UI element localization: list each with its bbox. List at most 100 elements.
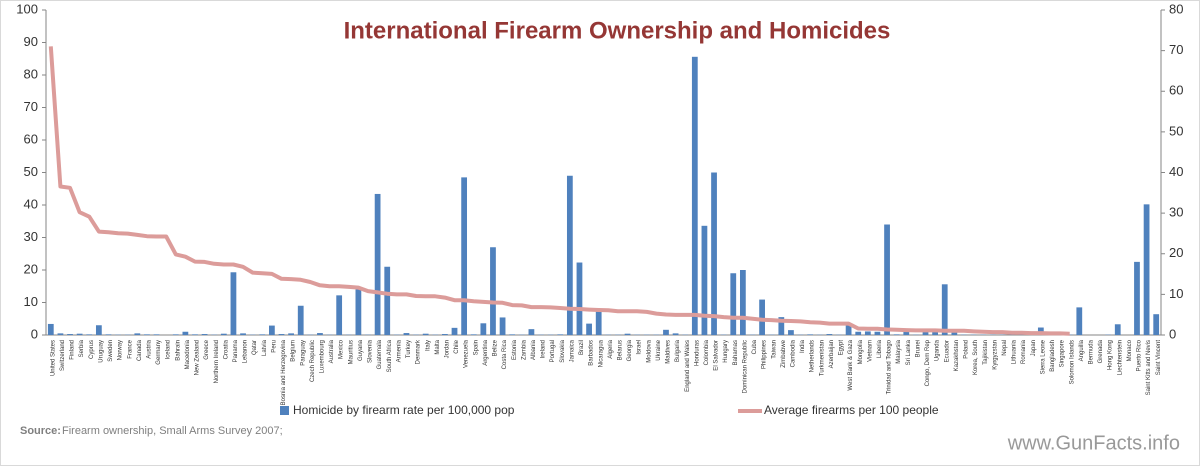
x-tick-label: Canada xyxy=(137,339,143,361)
x-tick-label: Bahamas xyxy=(733,340,739,365)
x-tick-label: Ukraine xyxy=(656,339,662,360)
bar xyxy=(586,323,592,335)
bar xyxy=(691,56,698,336)
x-tick-label: Ireland xyxy=(541,340,547,358)
x-tick-label: Greece xyxy=(204,339,210,359)
x-tick-label: Armenia xyxy=(396,339,402,362)
bar xyxy=(201,334,208,335)
x-tick-label: Japan xyxy=(1031,340,1037,356)
bar xyxy=(76,333,83,335)
x-tick-label: Belarus xyxy=(617,340,623,360)
bar xyxy=(153,334,160,335)
x-tick-label: Cyprus xyxy=(89,340,95,359)
x-tick-label: Mongolia xyxy=(858,339,864,364)
x-tick-label: El Salvador xyxy=(714,340,720,371)
y2-tick-label: 40 xyxy=(1169,164,1183,179)
x-tick-label: Kyrgyzstan xyxy=(992,340,998,370)
x-tick-label: Czech Republic xyxy=(310,340,316,382)
x-tick-label: Iceland xyxy=(166,340,172,359)
x-tick-label: Taiwan xyxy=(771,340,777,359)
x-tick-label: Cuba xyxy=(752,339,758,354)
bar xyxy=(374,193,381,335)
bar xyxy=(855,331,862,335)
bar xyxy=(317,333,323,335)
x-tick-label: Tajikistan xyxy=(983,340,989,365)
bar xyxy=(442,334,448,335)
x-tick-label: Austria xyxy=(147,339,153,358)
bar xyxy=(192,334,198,335)
x-tick-label: Cambodia xyxy=(791,339,797,367)
x-tick-label: France xyxy=(127,339,133,358)
x-tick-label: Liberia xyxy=(877,339,883,358)
x-tick-label: Qatar xyxy=(252,340,258,355)
x-tick-label: Solomon Islands xyxy=(1069,340,1075,384)
x-tick-label: Azerbaijan xyxy=(829,340,835,368)
x-tick-label: Saint Kitts and Nevis xyxy=(1146,340,1152,395)
x-tick-label: Spain xyxy=(473,340,479,355)
x-tick-label: Jamaica xyxy=(569,339,575,362)
x-tick-label: Kazakhstan xyxy=(954,340,960,371)
x-tick-label: Turkey xyxy=(406,340,412,358)
bar xyxy=(663,329,669,335)
x-tick-label: Denmark xyxy=(416,339,422,364)
bar xyxy=(336,295,343,335)
x-tick-label: Lithuania xyxy=(1012,339,1018,364)
bar xyxy=(922,330,929,335)
bar xyxy=(864,331,871,335)
x-tick-label: Sierra Leone xyxy=(1040,339,1046,374)
x-tick-label: Ecuador xyxy=(944,340,950,362)
y2-tick-label: 70 xyxy=(1169,42,1183,57)
x-tick-label: Liechtenstein xyxy=(1117,340,1123,375)
x-tick-label: Australia xyxy=(329,339,335,363)
x-tick-label: Norway xyxy=(118,340,124,360)
x-tick-label: Malaysia xyxy=(896,339,902,363)
bar xyxy=(105,334,112,335)
bar xyxy=(470,334,477,335)
x-tick-label: Mexico xyxy=(339,339,345,359)
bar xyxy=(701,225,708,335)
x-tick-label: England and Wales xyxy=(685,340,691,392)
y-tick-label: 90 xyxy=(24,34,38,49)
y-tick-label: 70 xyxy=(24,99,38,114)
legend-label: Homicide by firearm rate per 100,000 pop xyxy=(293,403,515,417)
x-tick-label: Chile xyxy=(454,339,460,353)
x-tick-label: Philippines xyxy=(762,340,768,369)
x-tick-label: Guyana xyxy=(358,339,364,361)
x-tick-label: West Bank & Gaza xyxy=(848,339,854,390)
bar xyxy=(297,305,304,335)
x-tick-label: Bahrain xyxy=(175,340,181,361)
bar xyxy=(932,330,938,335)
bar xyxy=(144,334,150,335)
x-tick-label: India xyxy=(800,339,806,353)
bar xyxy=(807,334,814,335)
bar xyxy=(1076,307,1083,335)
bar xyxy=(355,289,362,335)
x-tick-label: Brunei xyxy=(915,340,921,357)
x-tick-label: Barbados xyxy=(589,340,595,366)
source-label: Source: xyxy=(20,425,61,437)
x-tick-label: Slovakia xyxy=(560,339,566,362)
x-tick-label: Hong Kong xyxy=(1108,340,1114,370)
bar xyxy=(576,262,583,335)
x-tick-label: Germany xyxy=(156,340,162,365)
y2-tick-label: 80 xyxy=(1169,1,1183,16)
bar xyxy=(874,331,881,335)
bar xyxy=(172,334,179,335)
x-tick-label: South Africa xyxy=(387,339,393,372)
bar xyxy=(730,273,737,335)
y2-tick-label: 30 xyxy=(1169,205,1183,220)
bar xyxy=(384,266,391,335)
bar xyxy=(557,334,564,335)
bar xyxy=(403,333,410,335)
bar xyxy=(288,333,294,335)
y-tick-label: 60 xyxy=(24,131,38,146)
x-tick-label: Bulgaria xyxy=(675,339,681,362)
bar xyxy=(490,247,496,335)
bar xyxy=(67,334,73,335)
y-tick-label: 20 xyxy=(24,261,38,276)
source-text: Firearm ownership, Small Arms Survey 200… xyxy=(62,425,283,437)
bar xyxy=(134,333,141,335)
bar xyxy=(86,334,93,335)
x-tick-label: Singapore xyxy=(1060,339,1066,367)
line xyxy=(48,46,1070,336)
